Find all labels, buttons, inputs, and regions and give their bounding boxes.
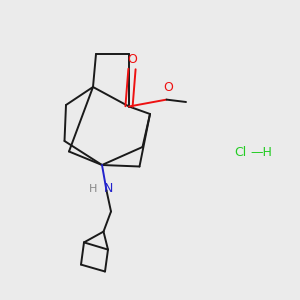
Text: O: O — [163, 81, 173, 94]
Text: O: O — [127, 53, 137, 66]
Text: N: N — [103, 182, 113, 196]
Text: Cl: Cl — [234, 146, 246, 160]
Text: H: H — [89, 184, 97, 194]
Text: —H: —H — [250, 146, 272, 160]
